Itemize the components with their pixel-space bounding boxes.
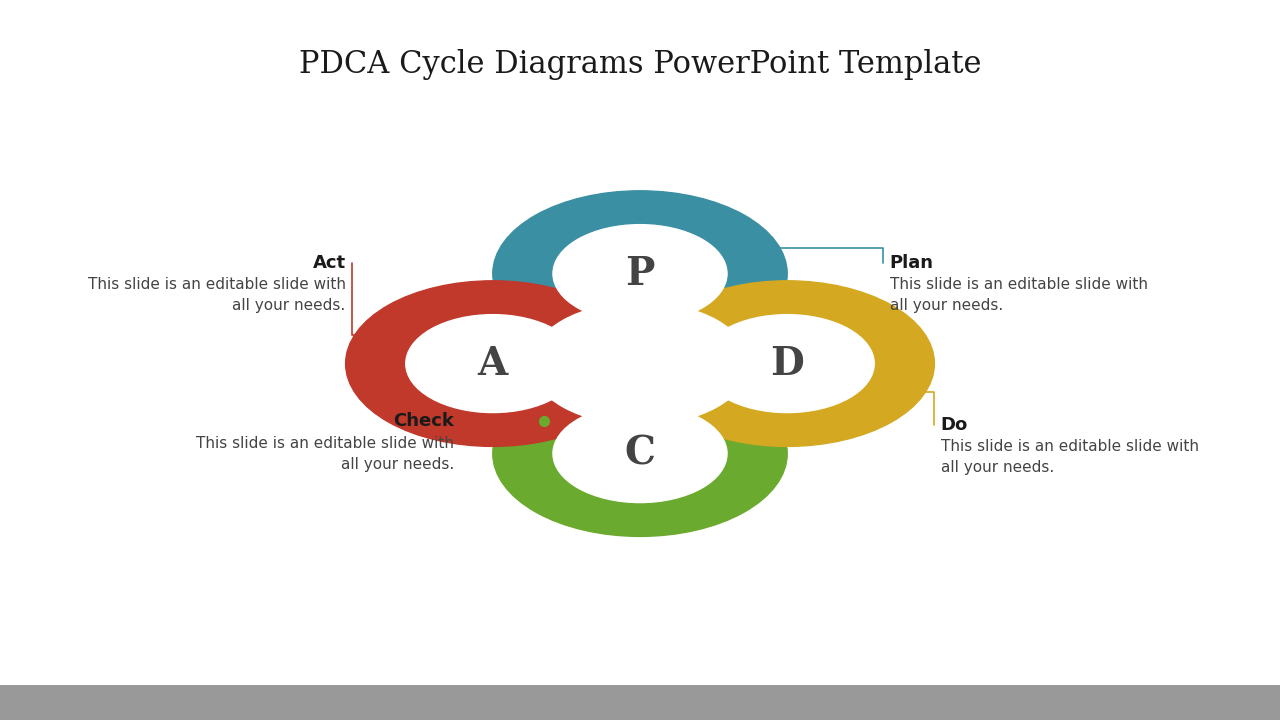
- Text: D: D: [771, 345, 804, 382]
- Circle shape: [493, 191, 787, 356]
- Circle shape: [531, 302, 749, 425]
- Text: P: P: [626, 255, 654, 292]
- Text: This slide is an editable slide with
all your needs.: This slide is an editable slide with all…: [196, 436, 454, 472]
- Text: This slide is an editable slide with
all your needs.: This slide is an editable slide with all…: [890, 277, 1148, 313]
- Circle shape: [406, 315, 580, 413]
- Text: Do: Do: [941, 416, 968, 433]
- Text: This slide is an editable slide with
all your needs.: This slide is an editable slide with all…: [941, 439, 1199, 475]
- Circle shape: [640, 281, 934, 446]
- Text: PDCA Cycle Diagrams PowerPoint Template: PDCA Cycle Diagrams PowerPoint Template: [298, 49, 982, 81]
- Text: Check: Check: [393, 412, 454, 430]
- Text: A: A: [477, 345, 508, 382]
- Circle shape: [346, 281, 640, 446]
- Circle shape: [700, 315, 874, 413]
- Text: Plan: Plan: [890, 254, 933, 271]
- Text: Act: Act: [312, 254, 346, 271]
- FancyBboxPatch shape: [0, 685, 1280, 720]
- Text: C: C: [625, 435, 655, 472]
- Text: This slide is an editable slide with
all your needs.: This slide is an editable slide with all…: [87, 277, 346, 313]
- Circle shape: [553, 225, 727, 323]
- Circle shape: [493, 371, 787, 536]
- Circle shape: [553, 405, 727, 503]
